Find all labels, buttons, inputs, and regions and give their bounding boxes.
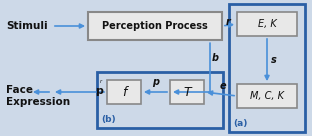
Bar	[88, 12, 222, 40]
Text: f: f	[122, 86, 126, 98]
Text: $\mathbf{p}$: $\mathbf{p}$	[95, 86, 104, 98]
Text: Expression: Expression	[6, 97, 70, 107]
Text: Face: Face	[6, 85, 33, 95]
Text: M, C, K: M, C, K	[250, 91, 284, 101]
Bar	[170, 80, 204, 104]
Text: Stimuli: Stimuli	[6, 21, 48, 31]
Text: s: s	[271, 55, 277, 65]
Bar	[237, 12, 297, 36]
Bar	[97, 72, 223, 128]
Text: $^r$: $^r$	[100, 78, 104, 87]
Bar	[48, 4, 308, 132]
Text: (a): (a)	[233, 119, 247, 128]
Text: p: p	[152, 77, 159, 87]
Text: T: T	[183, 86, 191, 98]
Text: Perception Process: Perception Process	[102, 21, 208, 31]
Bar	[107, 80, 141, 104]
Text: (b): (b)	[101, 115, 116, 124]
Bar	[229, 4, 305, 132]
Text: b: b	[212, 53, 219, 63]
Text: r: r	[226, 17, 231, 27]
Text: e: e	[219, 81, 226, 91]
Text: E, K: E, K	[258, 19, 276, 29]
Bar	[237, 84, 297, 108]
